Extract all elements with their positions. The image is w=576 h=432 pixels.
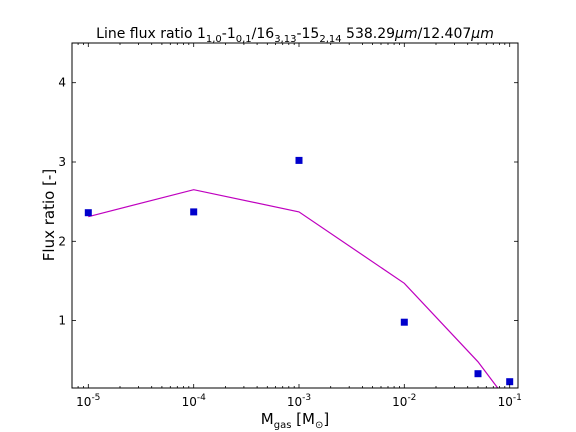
y-axis-label: Flux ratio [-] — [40, 169, 58, 261]
x-tick-label: 10-5 — [76, 393, 100, 409]
data-point — [295, 156, 303, 164]
data-point — [190, 208, 198, 216]
y-tick-label: 4 — [58, 76, 66, 90]
x-tick-label: 10-3 — [287, 393, 311, 409]
plot-frame — [71, 42, 519, 389]
x-tick-label: 10-4 — [182, 393, 207, 409]
data-point — [474, 370, 482, 378]
y-tick-label: 2 — [58, 234, 66, 248]
data-point — [506, 378, 514, 386]
axis-ticks: 10-5 10-4 10-3 10-2 10-1 1 2 3 4 — [58, 43, 522, 409]
x-tick-label: 10-1 — [498, 393, 522, 409]
data-point — [84, 209, 92, 217]
model-line — [88, 189, 499, 388]
chart-title: Line flux ratio 11,0-10,1/163,13-152,14 … — [96, 26, 494, 45]
data-point — [400, 318, 408, 326]
y-tick-label: 1 — [58, 314, 66, 328]
plot-area — [84, 156, 514, 388]
x-axis-label: Mgas [M⊙] — [261, 410, 329, 431]
y-tick-label: 3 — [58, 155, 66, 169]
x-tick-label: 10-2 — [392, 393, 416, 409]
